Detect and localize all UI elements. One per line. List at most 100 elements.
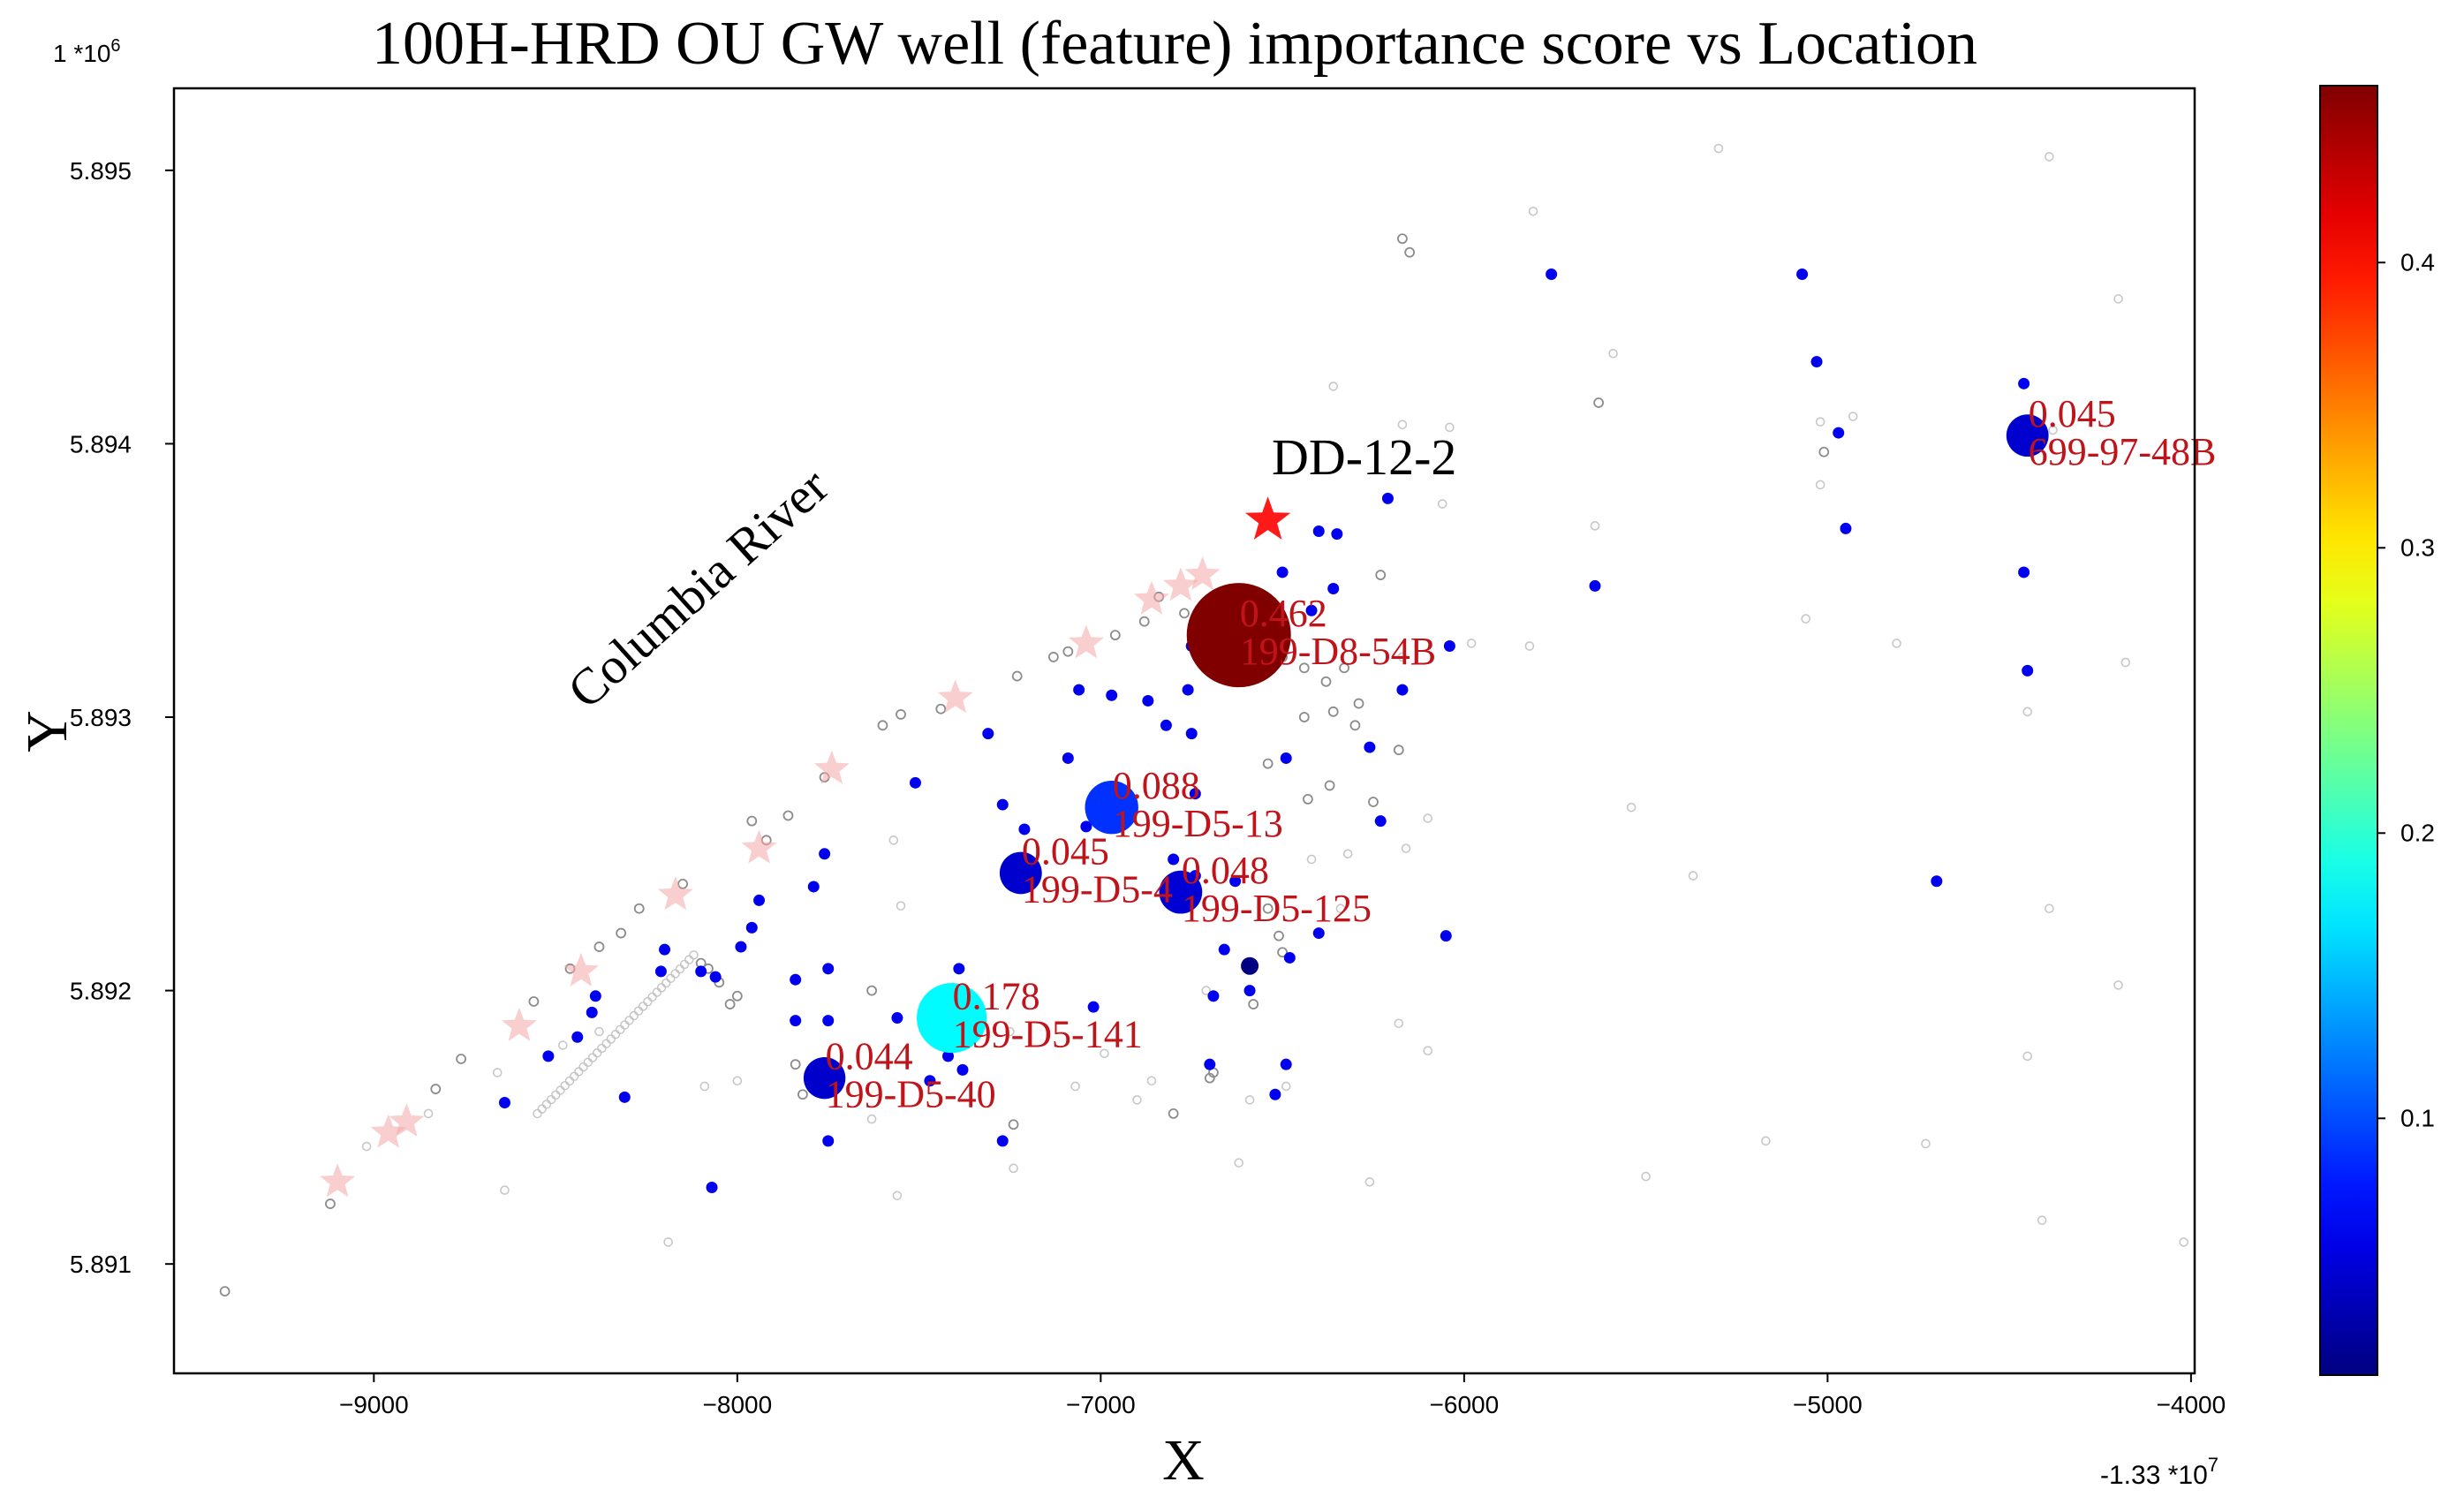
well-point xyxy=(571,1031,584,1043)
other-location-point xyxy=(1262,758,1274,769)
well-point xyxy=(822,1015,835,1027)
other-location-point xyxy=(1168,1108,1179,1119)
other-location-point xyxy=(1375,570,1387,580)
well-score-label: 0.048 xyxy=(1182,849,1269,892)
y-tick-label: 5.894 xyxy=(70,430,132,457)
well-point xyxy=(709,971,722,983)
other-location-point xyxy=(1324,780,1335,791)
well-point xyxy=(924,1075,936,1087)
faint-point xyxy=(663,1237,673,1247)
faint-point xyxy=(1815,417,1825,427)
labeled-well-bubble xyxy=(1085,780,1138,835)
ghost-streak-point xyxy=(546,1094,556,1105)
river-star-marker xyxy=(320,1163,356,1198)
faint-point xyxy=(1815,480,1825,490)
faint-point xyxy=(1342,849,1353,859)
well-point xyxy=(909,776,921,789)
well-point xyxy=(822,1135,835,1147)
well-point xyxy=(1833,427,1845,439)
other-location-point xyxy=(1047,652,1059,662)
labeled-well-bubble xyxy=(2006,414,2049,457)
well-point xyxy=(1142,694,1154,707)
faint-point xyxy=(1528,207,1538,216)
y-tick-label: 5.895 xyxy=(70,157,132,185)
well-point xyxy=(1185,728,1198,740)
well-point xyxy=(542,1050,555,1062)
well-name-label: 199-D5-40 xyxy=(826,1073,996,1116)
faint-point xyxy=(2022,707,2033,717)
faint-point xyxy=(1423,1046,1433,1056)
well-point xyxy=(1018,823,1031,835)
other-location-point xyxy=(877,720,888,731)
faint-point xyxy=(1688,871,1698,881)
faint-point xyxy=(1132,1095,1142,1105)
x-tick-label: −8000 xyxy=(703,1391,773,1418)
faint-point xyxy=(2120,657,2131,668)
well-point xyxy=(1312,525,1325,538)
well-point xyxy=(735,941,747,953)
faint-point xyxy=(1423,813,1433,823)
ghost-streak-point xyxy=(564,1076,575,1086)
ghost-streak-point xyxy=(684,955,694,964)
x-tick-label: −7000 xyxy=(1066,1391,1136,1418)
ghost-streak-point xyxy=(661,978,671,988)
faint-points-layer xyxy=(361,143,2188,1247)
well-point xyxy=(1276,566,1289,578)
well-point xyxy=(822,963,835,975)
other-location-point xyxy=(790,1059,801,1070)
well-point xyxy=(1396,684,1409,696)
ghost-streak-point xyxy=(569,1071,579,1081)
well-name-label: 699-97-48B xyxy=(2029,430,2217,473)
labeled-well-bubble xyxy=(917,982,987,1054)
x-tick-label: −5000 xyxy=(1793,1391,1863,1418)
x-tick-label: −4000 xyxy=(2157,1391,2226,1418)
well-point xyxy=(1312,927,1325,940)
faint-point xyxy=(492,1068,503,1077)
ghost-streak-point xyxy=(647,992,657,1002)
well-point xyxy=(1796,268,1809,281)
well-point xyxy=(1269,1088,1281,1100)
other-location-point xyxy=(1818,446,1830,457)
well-point xyxy=(618,1091,631,1103)
well-point xyxy=(753,894,766,906)
x-tick-label: −9000 xyxy=(339,1391,409,1418)
chart-title: 100H-HRD OU GW well (feature) importance… xyxy=(372,10,1977,78)
plot-frame xyxy=(172,87,2196,1375)
well-point xyxy=(1283,951,1296,964)
ghost-streak-point xyxy=(537,1104,547,1114)
target-well-star xyxy=(1245,496,1291,540)
other-locations-layer xyxy=(219,233,1830,1297)
well-score-label: 0.045 xyxy=(2029,392,2116,435)
well-point xyxy=(1229,875,1242,888)
ghost-streak-point xyxy=(633,1006,644,1016)
ghost-streak-point xyxy=(606,1034,616,1044)
ghost-streak-point xyxy=(610,1029,621,1040)
faint-point xyxy=(1364,1176,1375,1187)
river-star-marker xyxy=(1068,624,1104,659)
well-point xyxy=(1087,1001,1100,1013)
faint-point xyxy=(1328,382,1339,391)
well-point xyxy=(654,965,667,978)
y-scale-exp: 6 xyxy=(110,36,120,56)
labeled-well-bubble xyxy=(803,1056,846,1100)
ghost-streak-point xyxy=(615,1024,625,1035)
ghost-streak-point xyxy=(656,983,667,993)
well-point xyxy=(1443,640,1455,653)
faint-point xyxy=(1234,1158,1244,1168)
well-point xyxy=(1440,930,1452,942)
other-location-point xyxy=(1404,246,1416,258)
well-point xyxy=(807,881,820,893)
faint-point xyxy=(423,1108,434,1119)
well-point xyxy=(695,965,707,978)
well-name-label: 199-D5-141 xyxy=(953,1013,1143,1056)
faint-point xyxy=(888,835,899,845)
well-name-label: 199-D8-54B xyxy=(1240,630,1436,673)
well-point xyxy=(1280,1058,1292,1070)
ghost-streak-point xyxy=(679,959,690,970)
well-score-label: 0.045 xyxy=(1022,829,1109,873)
faint-point xyxy=(1401,843,1411,853)
well-point xyxy=(1305,604,1318,616)
faint-point xyxy=(1641,1171,1651,1182)
faint-point xyxy=(2022,1051,2033,1062)
faint-point xyxy=(1590,521,1600,531)
